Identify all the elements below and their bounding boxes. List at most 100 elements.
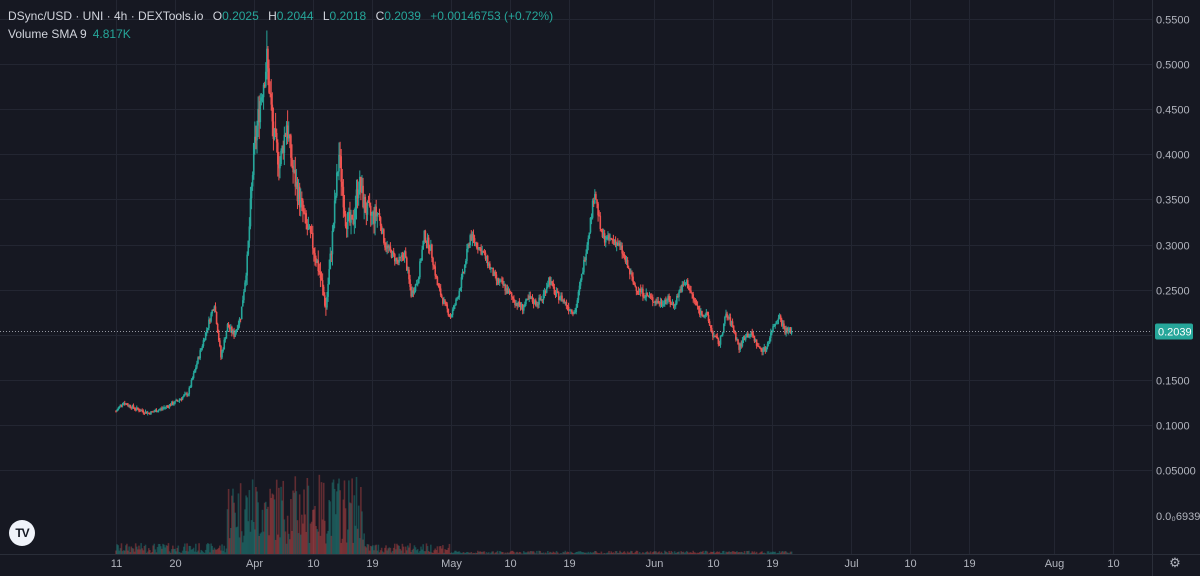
candle [280,150,282,165]
volume-bar [654,551,656,554]
symbol-title[interactable]: DSync/USD · UNI · 4h · DEXTools.io [8,9,204,23]
candle [139,410,141,412]
volume-bar [618,552,620,554]
volume-bar [329,501,332,554]
candle [487,263,490,266]
candle [448,315,451,317]
candle [289,135,291,137]
candle [603,233,606,243]
volume-bar [342,499,345,554]
candle [217,332,220,341]
candle [362,185,364,208]
volume-bar [693,552,696,554]
volume-bar [328,500,330,554]
candle [557,292,560,300]
volume-bar [572,553,574,554]
candle [291,157,293,166]
volume-bar [332,479,335,554]
volume-indicator-label[interactable]: Volume SMA 9 [8,27,87,41]
tradingview-logo-icon[interactable]: TV [9,520,35,546]
volume-bar [314,505,316,554]
volume-bar [478,551,480,554]
volume-bar [426,546,429,554]
volume-bar [490,552,492,554]
volume-bar [448,543,451,554]
candle [240,306,243,320]
candle [203,340,206,342]
candle [276,142,279,165]
volume-bar [658,551,661,554]
candle [681,284,684,292]
candle [169,404,172,406]
candle [669,300,672,304]
volume-bar [128,546,130,554]
candle [758,346,760,348]
candle [378,213,381,218]
candle [693,298,696,301]
candle [774,323,777,327]
candle [251,175,254,187]
volume-bar [283,519,286,554]
volume-bar [147,548,150,554]
volume-bar [686,551,689,554]
volume-bar [678,551,680,554]
volume-bar [748,550,750,554]
y-tick-label: 0.1500 [1156,376,1190,388]
candle [540,299,543,301]
volume-bar [544,552,547,554]
volume-bar [363,533,365,554]
candle [760,348,762,350]
volume-bar [259,533,262,554]
candle [723,323,725,333]
candle [469,235,471,246]
volume-bar [121,551,124,554]
volume-bar [647,552,650,554]
gear-icon[interactable]: ⚙ [1169,555,1181,570]
candle [505,288,508,291]
volume-bar [308,542,311,554]
volume-bar [273,499,276,554]
volume-bar [760,551,762,554]
candle [181,396,184,400]
candle [143,412,146,414]
candle [446,304,449,309]
volume-bar [201,550,204,554]
volume-bar [759,552,761,554]
candle [520,304,523,308]
candle [727,317,729,319]
volume-bar [751,551,754,554]
volume-bar [192,547,195,554]
candle [163,407,165,409]
volume-bar [512,550,514,554]
volume-bar [694,552,697,554]
volume-bar [157,543,160,554]
volume-bar [224,552,227,554]
close-value: 0.2039 [384,9,421,23]
candle [222,349,224,352]
volume-bar [531,551,534,554]
volume-bar [150,552,152,554]
candle [667,296,669,300]
volume-bar [438,546,441,554]
volume-bar [737,552,739,554]
volume-bar [457,551,459,554]
candle [247,240,250,255]
volume-bar [134,543,137,554]
candle [478,247,480,250]
candle [367,201,370,203]
volume-bar [418,552,420,554]
volume-bar [213,547,216,554]
volume-bar [467,552,469,554]
candle [630,273,632,275]
candle [522,307,525,311]
candle [789,328,792,334]
volume-bar [158,544,161,554]
volume-bar [341,538,344,554]
volume-bar [294,476,297,554]
volume-bar [472,552,475,554]
volume-bar [227,488,230,554]
candle [530,297,533,299]
volume-bar [538,550,540,554]
volume-bar [184,543,186,554]
